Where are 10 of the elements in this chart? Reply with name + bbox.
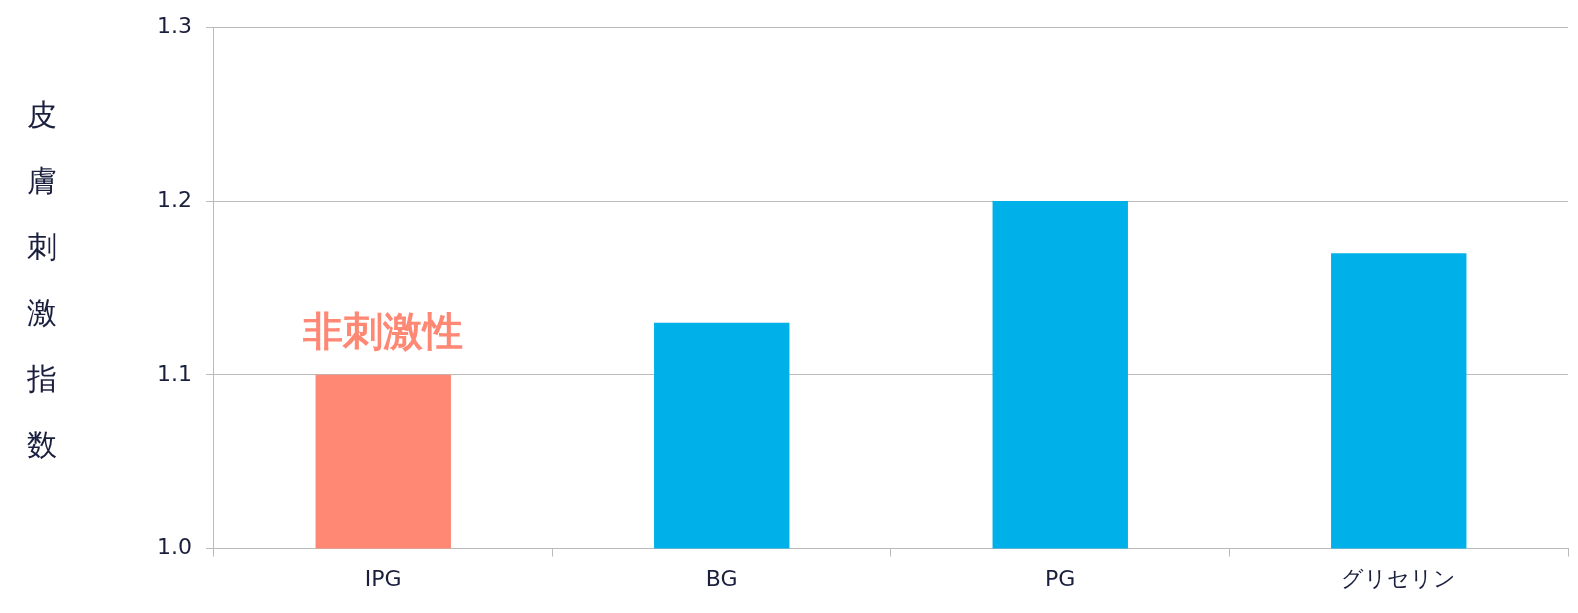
y-axis-title: 皮膚刺激指数 [26, 96, 58, 464]
x-tick-label: グリセリン [1341, 565, 1457, 591]
x-tick-label: PG [1045, 565, 1076, 591]
x-tick-label: IPG [364, 565, 402, 591]
annotation: 非刺激性 [302, 308, 464, 355]
y-tick-label: 1.0 [156, 534, 192, 560]
y-tick-label: 1.3 [156, 12, 192, 38]
y-tick-label: 1.2 [156, 186, 192, 212]
y-tick-label: 1.1 [156, 360, 192, 386]
x-tick-label: BG [705, 565, 738, 591]
